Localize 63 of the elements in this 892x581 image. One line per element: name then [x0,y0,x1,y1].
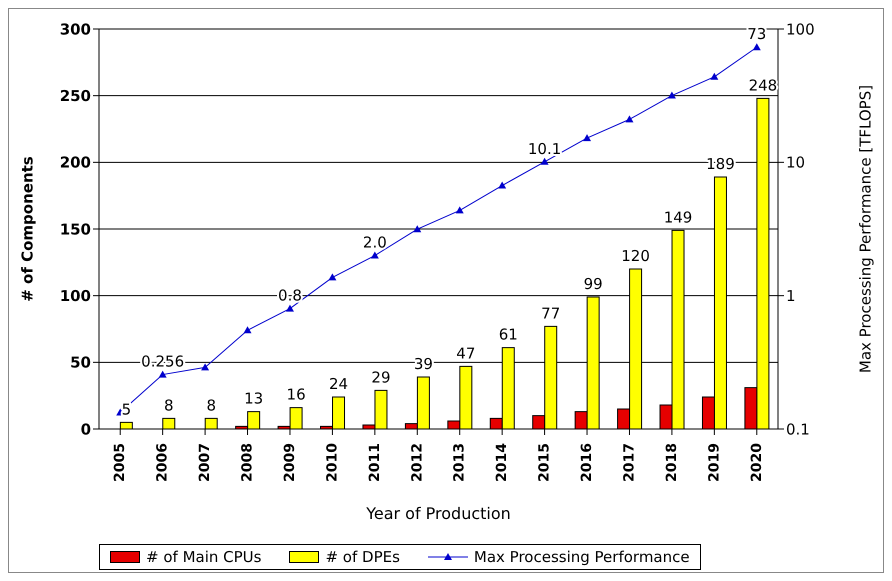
data-label: 8 [164,396,174,414]
point [752,43,761,50]
data-label: 61 [498,326,518,344]
data-label: 2.0 [362,234,387,252]
point [286,304,294,312]
x-tick-label: 2018 [664,443,680,482]
point [158,370,167,378]
x-tick-label: 2014 [494,442,510,482]
point [625,115,634,122]
data-label: 16 [286,386,306,404]
y2-tick-label: 100 [786,20,815,38]
x-tick-label: 2006 [154,443,171,482]
y2-tick-label: 10 [786,154,806,172]
legend-label: # of Main CPUs [146,548,262,566]
point [498,182,506,189]
y-tick-label: 250 [60,86,91,105]
point [370,252,379,259]
x-tick-label: 2017 [621,443,638,482]
y2-tick-label: 0.1 [786,420,810,438]
x-tick-label: 2013 [452,443,468,482]
x-tick-label: 2007 [197,443,214,482]
x-tick-label: 2008 [240,443,256,482]
y-tick-label: 150 [60,220,91,238]
x-tick-label: 2011 [366,443,383,482]
x-tick-label: 2016 [579,443,596,482]
data-label: 24 [328,375,348,393]
point [328,273,336,280]
data-label: 120 [621,247,650,265]
x-tick-label: 2010 [324,442,340,482]
data-label: 29 [371,368,391,386]
y-tick-label: 0 [80,420,91,438]
data-label: 10.1 [528,140,562,158]
y2-tick-label: 1 [786,286,796,305]
y2-axis-title: Max Processing Performance [TFLOPS] [856,84,874,374]
y-tick-label: 100 [60,286,91,305]
data-label: 77 [541,304,560,322]
point [201,363,210,370]
point [710,72,718,80]
point [540,158,549,165]
x-tick-label: 2012 [409,443,426,482]
x-tick-label: 2005 [112,443,128,482]
x-tick-label: 2009 [282,443,298,482]
data-label: 149 [664,208,692,226]
point [456,206,464,214]
data-label: 47 [456,344,476,362]
point [668,92,676,99]
data-label: 8 [206,396,216,414]
y-tick-label: 50 [70,354,91,372]
data-label: 99 [584,275,603,293]
data-label: 13 [244,390,264,408]
y-tick-label: 200 [60,154,91,172]
y-axis-title: # of Components [18,156,36,302]
legend-label: Max Processing Performance [474,548,690,566]
point [413,225,422,232]
x-tick-label: 2020 [748,442,765,482]
x-tick-label: 2019 [706,443,722,482]
x-tick-label: 2015 [536,443,553,482]
point [583,134,592,142]
y-tick-label: 300 [60,20,91,38]
x-axis-title: Year of Production [365,504,511,523]
legend-label: # of DPEs [325,548,400,566]
data-label: 248 [748,76,778,94]
point [244,326,252,334]
